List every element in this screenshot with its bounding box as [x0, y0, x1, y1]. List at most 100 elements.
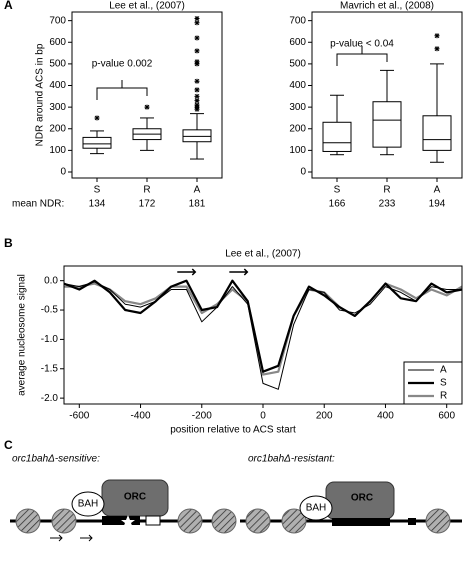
x-tick-label: R [383, 185, 390, 196]
acs [332, 518, 390, 526]
nucleosome [51, 508, 77, 534]
mean-label: 181 [189, 199, 206, 210]
annotation: p-value 0.002 [92, 59, 153, 70]
y-tick-label: 100 [289, 145, 306, 156]
nucleosome [15, 508, 41, 534]
y-tick-label: 0 [60, 167, 66, 178]
y-tick-label: -2.0 [41, 393, 59, 404]
legend-label: A [440, 365, 447, 376]
x-tick-label: 200 [316, 411, 333, 422]
bracket [96, 80, 148, 100]
y-tick-label: 700 [49, 15, 66, 26]
orc-label: ORC [351, 493, 373, 504]
y-tick-label: 500 [49, 59, 66, 70]
y-tick-label: -0.5 [41, 305, 59, 316]
mean-label: 194 [429, 199, 446, 210]
panel-label: A [4, 0, 13, 12]
x-tick-label: S [94, 185, 101, 196]
bracket [336, 46, 388, 66]
y-tick-label: 400 [289, 80, 306, 91]
outlier [194, 102, 200, 108]
x-tick-label: 600 [438, 411, 455, 422]
y-tick-label: -1.0 [41, 334, 59, 345]
diagram-label: orc1bahΔ-resistant: [248, 454, 335, 465]
y-tick-label: 500 [289, 59, 306, 70]
outlier [194, 93, 200, 99]
nucleosome [425, 508, 451, 534]
x-tick-label: -200 [192, 411, 212, 422]
star [121, 515, 135, 528]
chart-title: Mavrich et al., (2008) [340, 1, 434, 12]
outlier [194, 59, 200, 65]
x-tick-label: 400 [377, 411, 394, 422]
bah-label: BAH [306, 503, 327, 514]
x-tick-label: -600 [69, 411, 89, 422]
panel-label: C [4, 438, 13, 452]
y-tick-label: 0.0 [44, 275, 58, 286]
outlier [94, 115, 100, 121]
outlier [434, 33, 440, 39]
outlier [194, 35, 200, 41]
outlier [434, 46, 440, 52]
x-tick-label: S [334, 185, 341, 196]
box [82, 136, 112, 149]
y-tick-label: -1.5 [41, 363, 59, 374]
bah [71, 491, 105, 517]
y-tick-label: 700 [289, 15, 306, 26]
y-tick-label: 300 [49, 102, 66, 113]
b-element [408, 518, 416, 525]
panel-label: B [4, 236, 13, 250]
outlier [194, 20, 200, 26]
x-tick-label: 0 [260, 411, 266, 422]
y-tick-label: 300 [289, 102, 306, 113]
bah [299, 495, 333, 521]
x-tick-label: -400 [131, 411, 151, 422]
plot-frame [63, 265, 463, 405]
nucleosome [245, 508, 271, 534]
chart-title: Lee et al., (2007) [109, 1, 185, 12]
line-series [63, 279, 463, 373]
x-tick-label: A [434, 185, 441, 196]
line-series [63, 281, 462, 390]
outlier [194, 78, 200, 84]
y-tick-label: 600 [49, 37, 66, 48]
diagram: orc1bahΔ-sensitive: ORC BAH orc1bahΔ-res… [10, 454, 462, 542]
x-tick-label: A [194, 185, 201, 196]
mean-label: 233 [379, 199, 396, 210]
acs [102, 516, 140, 525]
y-tick-label: 400 [49, 80, 66, 91]
outlier [194, 48, 200, 54]
mean-label: 134 [89, 199, 106, 210]
box [422, 115, 452, 151]
arrow [50, 534, 93, 542]
y-tick-label: 600 [289, 37, 306, 48]
box [372, 101, 402, 148]
outlier [194, 15, 200, 21]
y-axis-label: NDR around ACS in bp [35, 43, 46, 146]
y-tick-label: 100 [49, 145, 66, 156]
y-tick-label: 200 [289, 123, 306, 134]
orc-label: ORC [124, 492, 146, 503]
diagram-label: orc1bahΔ-sensitive: [12, 454, 100, 465]
y-tick-label: 200 [49, 123, 66, 134]
b-element [145, 515, 161, 526]
legend-label: S [440, 378, 447, 389]
footer-label: mean NDR: [12, 199, 64, 210]
bah-label: BAH [78, 499, 99, 510]
line-series [64, 282, 463, 376]
outlier [144, 104, 150, 110]
legend-label: R [440, 391, 447, 402]
mean-label: 166 [329, 199, 346, 210]
mean-label: 172 [139, 199, 156, 210]
box [182, 129, 212, 143]
x-axis-label: position relative to ACS start [170, 425, 296, 436]
arrow [177, 268, 249, 276]
y-tick-label: 0 [300, 167, 306, 178]
nucleosome [281, 508, 307, 534]
x-tick-label: R [143, 185, 150, 196]
chart-title: Lee et al., (2007) [225, 249, 301, 260]
annotation: p-value < 0.04 [330, 39, 394, 50]
outlier [194, 87, 200, 93]
y-axis-label: average nucleosome signal [17, 274, 28, 396]
